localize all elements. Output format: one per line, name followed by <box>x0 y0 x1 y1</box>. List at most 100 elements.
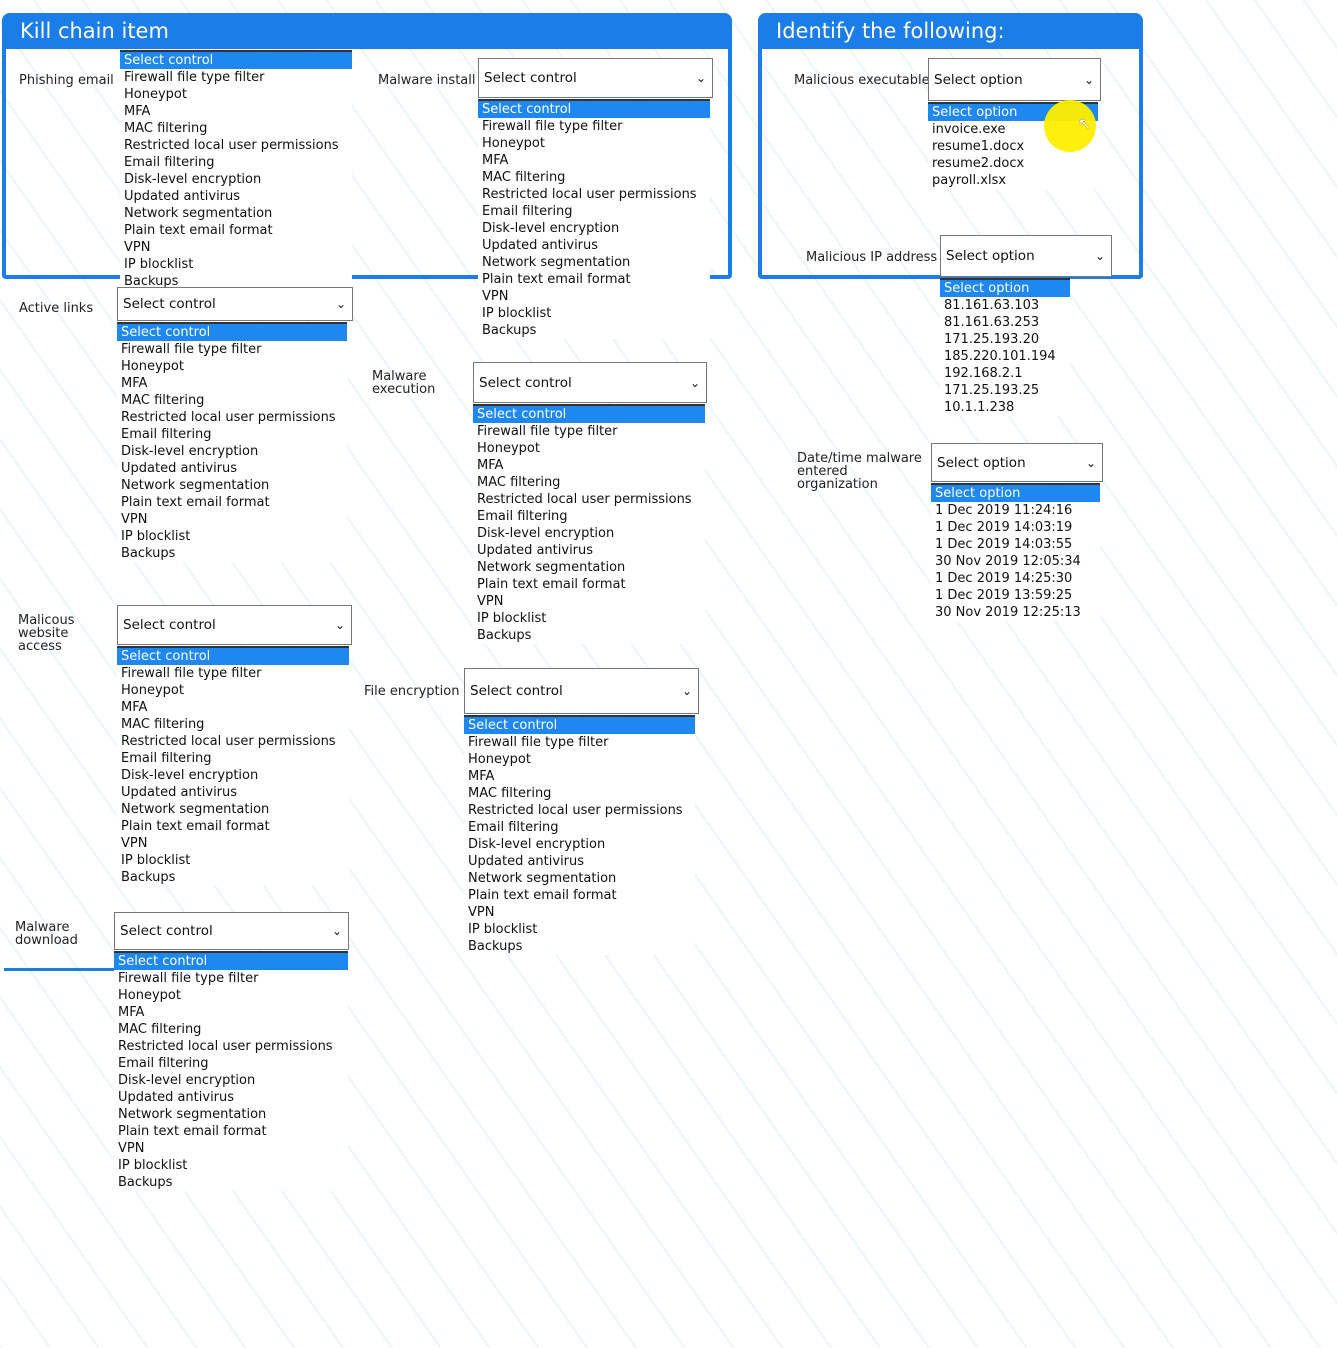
dropdown-option[interactable]: 81.161.63.103 <box>944 298 1040 313</box>
dropdown-option[interactable]: Select control <box>478 101 710 118</box>
dropdown-option[interactable]: Email filtering <box>121 427 212 442</box>
dropdown-option[interactable]: MFA <box>121 376 148 391</box>
dropdown-option[interactable]: Restricted local user permissions <box>477 492 692 507</box>
dropdown-option[interactable]: Email filtering <box>121 751 212 766</box>
dropdown-option[interactable]: 10.1.1.238 <box>944 400 1015 415</box>
dropdown-option[interactable]: Disk-level encryption <box>482 221 620 236</box>
dropdown-option[interactable]: Plain text email format <box>482 272 631 287</box>
dropdown-option[interactable]: MFA <box>482 153 509 168</box>
dropdown-option[interactable]: Select control <box>120 52 352 69</box>
dropdown-option[interactable]: MAC filtering <box>124 121 208 136</box>
select-dropdown[interactable]: Select control ⌄ <box>464 668 699 714</box>
dropdown-option[interactable]: IP blocklist <box>121 853 191 868</box>
dropdown-option[interactable]: Backups <box>468 939 523 954</box>
dropdown-option[interactable]: 1 Dec 2019 14:25:30 <box>935 571 1073 586</box>
dropdown-option[interactable]: Email filtering <box>482 204 573 219</box>
dropdown-option[interactable]: Firewall file type filter <box>468 735 609 750</box>
dropdown-option[interactable]: Disk-level encryption <box>118 1073 256 1088</box>
dropdown-option[interactable]: VPN <box>121 512 148 527</box>
dropdown-option[interactable]: VPN <box>124 240 151 255</box>
dropdown-option[interactable]: MFA <box>118 1005 145 1020</box>
dropdown-option[interactable]: 30 Nov 2019 12:25:13 <box>935 605 1081 620</box>
select-dropdown[interactable]: Select control ⌄ <box>117 287 353 321</box>
dropdown-option[interactable]: Restricted local user permissions <box>468 803 683 818</box>
dropdown-option[interactable]: 185.220.101.194 <box>944 349 1056 364</box>
dropdown-option[interactable]: Email filtering <box>468 820 559 835</box>
dropdown-option[interactable]: Updated antivirus <box>477 543 594 558</box>
dropdown-option[interactable]: Honeypot <box>118 988 181 1003</box>
select-dropdown[interactable]: Select control ⌄ <box>117 605 352 645</box>
dropdown-option[interactable]: Plain text email format <box>468 888 617 903</box>
dropdown-option[interactable]: Plain text email format <box>124 223 273 238</box>
dropdown-option[interactable]: Honeypot <box>121 683 184 698</box>
select-dropdown[interactable]: Select control ⌄ <box>114 912 349 950</box>
dropdown-option[interactable]: Plain text email format <box>121 819 270 834</box>
dropdown-option[interactable]: Honeypot <box>124 87 187 102</box>
dropdown-option[interactable]: Plain text email format <box>118 1124 267 1139</box>
dropdown-option[interactable]: Network segmentation <box>482 255 631 270</box>
dropdown-option[interactable]: 171.25.193.25 <box>944 383 1040 398</box>
dropdown-option[interactable]: MAC filtering <box>477 475 561 490</box>
dropdown-option[interactable]: 1 Dec 2019 14:03:55 <box>935 537 1073 552</box>
dropdown-option[interactable]: Restricted local user permissions <box>124 138 339 153</box>
dropdown-option[interactable]: Backups <box>121 870 176 885</box>
dropdown-option[interactable]: Restricted local user permissions <box>121 734 336 749</box>
dropdown-option[interactable]: Network segmentation <box>121 802 270 817</box>
dropdown-option[interactable]: Firewall file type filter <box>121 666 262 681</box>
dropdown-option[interactable]: Network segmentation <box>124 206 273 221</box>
dropdown-option[interactable]: Select control <box>464 717 695 734</box>
dropdown-option[interactable]: Disk-level encryption <box>477 526 615 541</box>
dropdown-option[interactable]: payroll.xlsx <box>932 173 1007 188</box>
dropdown-option[interactable]: Firewall file type filter <box>121 342 262 357</box>
dropdown-option[interactable]: MFA <box>468 769 495 784</box>
dropdown-option[interactable]: VPN <box>118 1141 145 1156</box>
dropdown-option[interactable]: VPN <box>477 594 504 609</box>
dropdown-option[interactable]: Updated antivirus <box>121 461 238 476</box>
dropdown-option[interactable]: MAC filtering <box>482 170 566 185</box>
dropdown-option[interactable]: Backups <box>482 323 537 338</box>
dropdown-option[interactable]: IP blocklist <box>477 611 547 626</box>
dropdown-option[interactable]: Disk-level encryption <box>124 172 262 187</box>
dropdown-option[interactable]: 30 Nov 2019 12:05:34 <box>935 554 1081 569</box>
dropdown-option[interactable]: Email filtering <box>118 1056 209 1071</box>
dropdown-option[interactable]: 1 Dec 2019 11:24:16 <box>935 503 1073 518</box>
dropdown-option[interactable]: IP blocklist <box>118 1158 188 1173</box>
dropdown-option[interactable]: Email filtering <box>477 509 568 524</box>
dropdown-option[interactable]: Disk-level encryption <box>468 837 606 852</box>
select-dropdown[interactable]: Select control ⌄ <box>478 58 713 98</box>
dropdown-option[interactable]: Restricted local user permissions <box>118 1039 333 1054</box>
dropdown-option[interactable]: Updated antivirus <box>468 854 585 869</box>
dropdown-option[interactable]: VPN <box>468 905 495 920</box>
dropdown-option[interactable]: Select control <box>117 324 347 341</box>
select-dropdown[interactable]: Select option ⌄ <box>940 235 1112 277</box>
dropdown-option[interactable]: Honeypot <box>468 752 531 767</box>
dropdown-option[interactable]: Backups <box>118 1175 173 1190</box>
dropdown-option[interactable]: Select control <box>473 406 705 423</box>
dropdown-option[interactable]: Select control <box>117 648 349 665</box>
dropdown-option[interactable]: Backups <box>477 628 532 643</box>
select-dropdown[interactable]: Select option ⌄ <box>928 58 1101 101</box>
dropdown-option[interactable]: MFA <box>121 700 148 715</box>
dropdown-option[interactable]: 171.25.193.20 <box>944 332 1040 347</box>
dropdown-option[interactable]: Firewall file type filter <box>477 424 618 439</box>
dropdown-option[interactable]: invoice.exe <box>932 122 1006 137</box>
select-dropdown[interactable]: Select option ⌄ <box>931 443 1103 482</box>
dropdown-option[interactable]: resume1.docx <box>932 139 1025 154</box>
dropdown-option[interactable]: Firewall file type filter <box>118 971 259 986</box>
dropdown-option[interactable]: MFA <box>477 458 504 473</box>
dropdown-option[interactable]: Updated antivirus <box>124 189 241 204</box>
dropdown-option[interactable]: Honeypot <box>482 136 545 151</box>
dropdown-option[interactable]: Network segmentation <box>468 871 617 886</box>
dropdown-option[interactable]: MAC filtering <box>468 786 552 801</box>
dropdown-option[interactable]: Firewall file type filter <box>482 119 623 134</box>
dropdown-option[interactable]: Disk-level encryption <box>121 768 259 783</box>
dropdown-option[interactable]: VPN <box>482 289 509 304</box>
dropdown-option[interactable]: Restricted local user permissions <box>121 410 336 425</box>
dropdown-option[interactable]: MAC filtering <box>118 1022 202 1037</box>
dropdown-option[interactable]: Select control <box>114 953 348 970</box>
dropdown-option[interactable]: VPN <box>121 836 148 851</box>
dropdown-option[interactable]: Network segmentation <box>477 560 626 575</box>
dropdown-option[interactable]: Network segmentation <box>121 478 270 493</box>
dropdown-option[interactable]: Updated antivirus <box>118 1090 235 1105</box>
dropdown-option[interactable]: MAC filtering <box>121 393 205 408</box>
